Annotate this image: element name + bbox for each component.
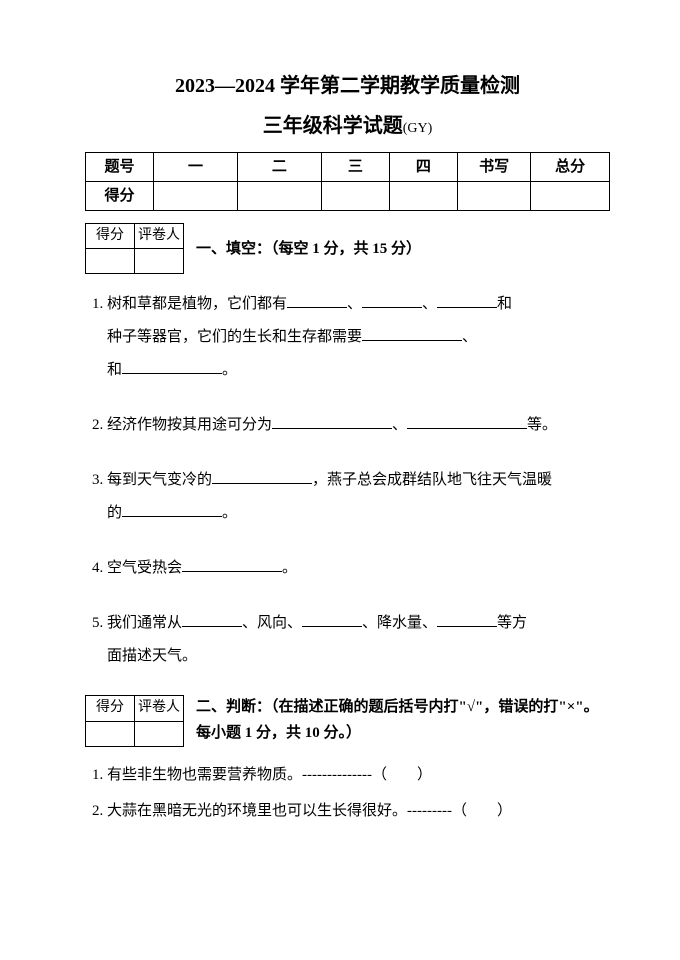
cell (135, 249, 184, 274)
blank (437, 293, 497, 308)
section2-questions: 有些非生物也需要营养物质。--------------（ ） 大蒜在黑暗无光的环… (85, 761, 610, 826)
table-row: 得分 评卷人 (86, 696, 184, 721)
blank (302, 612, 362, 627)
blank (362, 326, 462, 341)
text: 树和草都是植物，它们都有 (107, 296, 287, 312)
cell: 四 (389, 153, 457, 182)
cell (457, 182, 530, 211)
blank (212, 469, 312, 484)
score-small-table: 得分 评卷人 (85, 223, 184, 274)
cell-label: 题号 (86, 153, 154, 182)
cell: 总分 (531, 153, 610, 182)
tf-question-1: 有些非生物也需要营养物质。--------------（ ） (107, 761, 610, 790)
table-row (86, 721, 184, 746)
cell: 评卷人 (135, 224, 184, 249)
cell: 二 (237, 153, 321, 182)
text: ，燕子总会成群结队地飞往天气温暖 (312, 472, 552, 488)
table-row (86, 249, 184, 274)
title-sub: 三年级科学试题(GY) (85, 110, 610, 142)
tf-question-2: 大蒜在黑暗无光的环境里也可以生长得很好。---------（ ） (107, 797, 610, 826)
text: 经济作物按其用途可分为 (107, 417, 272, 433)
text: 和 (107, 362, 122, 378)
cell: 评卷人 (135, 696, 184, 721)
blank (182, 557, 282, 572)
title-suffix: (GY) (403, 121, 433, 136)
section2-title-wrap: 二、判断：（在描述正确的题后括号内打"√"，错误的打"×"。每小题 1 分，共 … (196, 695, 610, 746)
section2-title: 二、判断：（在描述正确的题后括号内打"√"，错误的打"×"。每小题 1 分，共 … (196, 699, 599, 741)
cell-label: 得分 (86, 182, 154, 211)
text: 。 (222, 505, 237, 521)
text: 我们通常从 (107, 615, 182, 631)
section1-title: 一、填空：（每空 1 分，共 15 分） (196, 241, 421, 257)
cell (389, 182, 457, 211)
question-3: 每到天气变冷的 ，燕子总会成群结队地飞往天气温暖 的 。 (107, 464, 610, 530)
cell (154, 182, 238, 211)
dashline: -------------- (302, 767, 372, 783)
exam-page: 2023—2024 学年第二学期教学质量检测 三年级科学试题(GY) 题号 一 … (0, 0, 680, 960)
cell (237, 182, 321, 211)
score-small-table: 得分 评卷人 (85, 695, 184, 746)
blank (437, 612, 497, 627)
cell (321, 182, 389, 211)
section1-header: 得分 评卷人 一、填空：（每空 1 分，共 15 分） (85, 223, 610, 274)
cell: 三 (321, 153, 389, 182)
score-main-table: 题号 一 二 三 四 书写 总分 得分 (85, 152, 610, 211)
question-5: 我们通常从 、风向、 、降水量、 等方 面描述天气。 (107, 607, 610, 673)
question-2: 经济作物按其用途可分为、等。 (107, 409, 610, 442)
blank (362, 293, 422, 308)
text: 面描述天气。 (107, 648, 197, 664)
cell (135, 721, 184, 746)
text: 等方 (497, 615, 527, 631)
section2-header: 得分 评卷人 二、判断：（在描述正确的题后括号内打"√"，错误的打"×"。每小题… (85, 695, 610, 746)
text: 每到天气变冷的 (107, 472, 212, 488)
text: 、风向、 (242, 615, 302, 631)
text: 和 (497, 296, 512, 312)
blank (182, 612, 242, 627)
question-1: 树和草都是植物，它们都有、、和 种子等器官，它们的生长和生存都需要、 和。 (107, 288, 610, 387)
section1-questions: 树和草都是植物，它们都有、、和 种子等器官，它们的生长和生存都需要、 和。 经济… (85, 288, 610, 673)
section1-title-wrap: 一、填空：（每空 1 分，共 15 分） (196, 237, 610, 261)
blank (287, 293, 347, 308)
title-sub-text: 三年级科学试题 (263, 115, 403, 137)
blank (122, 502, 222, 517)
cell: 得分 (86, 696, 135, 721)
text: 有些非生物也需要营养物质。 (107, 767, 302, 783)
table-row: 得分 (86, 182, 610, 211)
paren: （ ） (452, 803, 512, 819)
text: 的 (107, 505, 122, 521)
cell (531, 182, 610, 211)
cell: 得分 (86, 224, 135, 249)
blank (272, 414, 392, 429)
cell: 书写 (457, 153, 530, 182)
text: 种子等器官，它们的生长和生存都需要 (107, 329, 362, 345)
cell (86, 721, 135, 746)
question-4: 空气受热会 。 (107, 552, 610, 585)
cell: 一 (154, 153, 238, 182)
text: 空气受热会 (107, 560, 182, 576)
blank (407, 414, 527, 429)
text: 大蒜在黑暗无光的环境里也可以生长得很好。 (107, 803, 407, 819)
table-row: 题号 一 二 三 四 书写 总分 (86, 153, 610, 182)
cell (86, 249, 135, 274)
text: 。 (282, 560, 297, 576)
paren: （ ） (372, 767, 432, 783)
text: 等。 (527, 417, 557, 433)
dashline: --------- (407, 803, 452, 819)
text: 。 (222, 362, 237, 378)
text: 、降水量、 (362, 615, 437, 631)
title-main: 2023—2024 学年第二学期教学质量检测 (85, 70, 610, 102)
table-row: 得分 评卷人 (86, 224, 184, 249)
blank (122, 359, 222, 374)
